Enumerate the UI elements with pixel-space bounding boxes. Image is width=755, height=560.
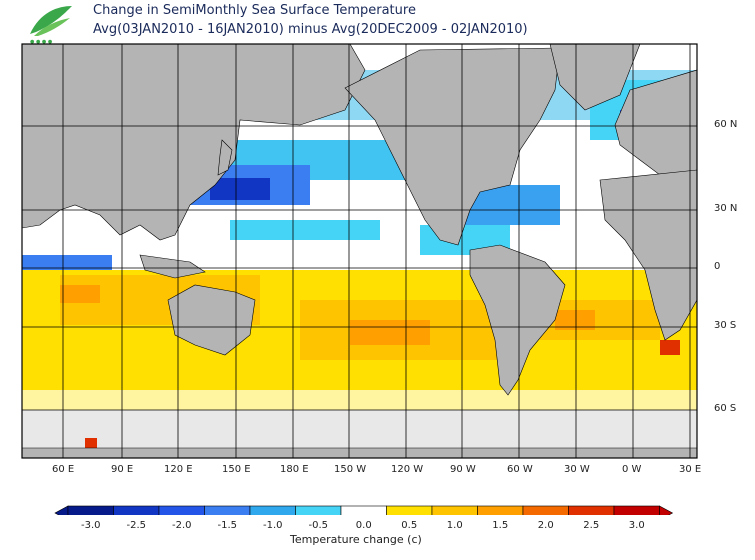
sst-map [21, 43, 698, 515]
colorbar-tick-label: 1.5 [492, 520, 509, 531]
lat-label: 30 N [714, 203, 738, 214]
svg-text:● ● ● ●: ● ● ● ● [30, 39, 53, 44]
colorbar-bin [158, 505, 205, 515]
land-australia [167, 284, 256, 356]
colorbar-bin [568, 505, 615, 515]
colorbar-bin [67, 505, 114, 515]
lon-label: 30 W [564, 464, 590, 475]
colorbar-bin [295, 505, 342, 515]
colorbar-arrow-low [54, 505, 69, 515]
colorbar-title: Temperature change (c) [290, 533, 422, 546]
lon-label: 120 E [164, 464, 193, 475]
chart-subtitle: Avg(03JAN2010 - 16JAN2010) minus Avg(20D… [93, 22, 528, 37]
lon-label: 60 W [507, 464, 533, 475]
lon-label: 120 W [391, 464, 424, 475]
lat-label: 60 N [714, 119, 738, 130]
land-africa [599, 169, 697, 341]
colorbar-bin [613, 505, 660, 515]
lon-label: 180 E [280, 464, 309, 475]
land-greenland [549, 44, 641, 111]
colorbar-bin [113, 505, 160, 515]
lat-label: 0 [714, 261, 721, 272]
colorbar [54, 505, 674, 515]
colorbar-tick-label: -1.5 [217, 520, 237, 531]
lon-label: 0 W [622, 464, 642, 475]
lon-label: 150 E [222, 464, 251, 475]
graticule [22, 44, 697, 458]
colorbar-tick-label: 2.0 [537, 520, 554, 531]
lon-label: 90 E [111, 464, 134, 475]
colorbar-tick-label: 0.0 [355, 520, 372, 531]
colorbar-tick-label: -3.0 [80, 520, 101, 531]
colorbar-bin [431, 505, 478, 515]
colorbar-bin [249, 505, 296, 515]
land-south-america [469, 244, 566, 396]
colorbar-tick-label: -0.5 [308, 520, 328, 531]
land-indonesia [139, 254, 206, 279]
chart-title: Change in SemiMonthly Sea Surface Temper… [93, 3, 416, 18]
colorbar-tick-label: -1.0 [262, 520, 283, 531]
colorbar-tick-label: 3.0 [628, 520, 645, 531]
colorbar-tick-label: -2.5 [126, 520, 146, 531]
colorbar-bin [340, 505, 387, 515]
colorbar-bin [477, 505, 524, 515]
lon-label: 150 W [334, 464, 367, 475]
lat-label: 60 S [714, 403, 737, 414]
colorbar-bin [204, 505, 251, 515]
colorbar-arrow-high [659, 505, 674, 515]
colorbar-tick-label: 1.0 [446, 520, 463, 531]
colorbar-bin [386, 505, 433, 515]
land-europe [614, 69, 697, 181]
agency-logo: ● ● ● ● [30, 6, 72, 44]
lon-label: 60 E [52, 464, 75, 475]
lon-label: 90 W [450, 464, 476, 475]
lon-label: 30 E [679, 464, 702, 475]
land-japan [217, 139, 233, 176]
land-antarctica [22, 447, 697, 458]
colorbar-tick-label: 2.5 [583, 520, 600, 531]
lat-label: 30 S [714, 320, 737, 331]
map-frame [21, 43, 698, 459]
colorbar-tick-label: 0.5 [401, 520, 418, 531]
colorbar-tick-label: -2.0 [171, 520, 192, 531]
colorbar-bin [522, 505, 569, 515]
